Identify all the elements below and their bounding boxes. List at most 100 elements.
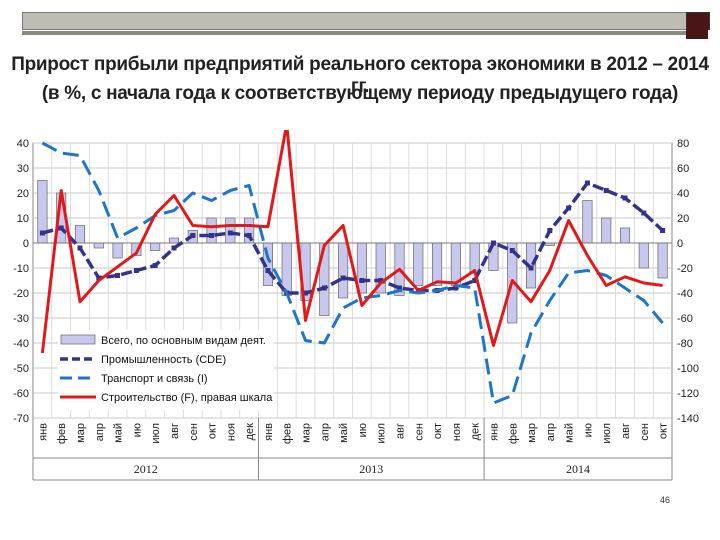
y-tick-left: 40 bbox=[17, 138, 29, 150]
y-tick-left: -40 bbox=[13, 338, 29, 350]
x-tick-label: авг bbox=[620, 423, 632, 439]
year-label: 2014 bbox=[566, 462, 590, 476]
series-marker bbox=[321, 285, 327, 291]
series-marker bbox=[622, 195, 628, 201]
bar bbox=[432, 242, 443, 286]
y-tick-left: -20 bbox=[13, 288, 29, 300]
bar bbox=[338, 242, 349, 299]
legend-label: Промышленность (CDE) bbox=[101, 354, 226, 366]
series-marker bbox=[490, 240, 496, 246]
year-label: 2012 bbox=[134, 462, 158, 476]
series-marker bbox=[584, 180, 590, 186]
chart-subtitle: (в %, с начала года к соответствующему п… bbox=[41, 83, 679, 104]
series-marker bbox=[190, 233, 196, 238]
x-tick-label: мар bbox=[301, 423, 313, 443]
y-tick-right: 40 bbox=[677, 188, 689, 200]
x-tick-label: фев bbox=[282, 423, 294, 444]
bar bbox=[206, 217, 217, 244]
profit-growth-chart: 40 30 20 10 0 -10 -20 -30 -40 -50 -60 -70 80 60 40 20 0 -… bbox=[13, 130, 699, 481]
series-marker bbox=[133, 268, 139, 273]
y-tick-right: 80 bbox=[677, 138, 689, 150]
x-tick-label: авг bbox=[169, 423, 181, 439]
y-tick-left: -70 bbox=[13, 413, 29, 425]
bar bbox=[93, 242, 104, 249]
bar bbox=[657, 242, 668, 279]
x-tick-label: мар bbox=[526, 423, 538, 443]
y-tick-right: -80 bbox=[677, 338, 693, 350]
series-marker bbox=[115, 273, 121, 278]
series-marker bbox=[209, 233, 215, 238]
y-tick-right: 0 bbox=[677, 238, 683, 250]
x-tick-label: сен bbox=[639, 423, 651, 441]
x-tick-label: май bbox=[338, 423, 350, 443]
series-marker bbox=[396, 285, 402, 291]
series-marker bbox=[39, 230, 45, 236]
series-marker bbox=[171, 245, 177, 251]
y-tick-right: -120 bbox=[677, 388, 699, 400]
series-marker bbox=[528, 265, 534, 271]
series-marker bbox=[58, 225, 64, 231]
x-tick-label: окт bbox=[432, 423, 444, 439]
series-marker bbox=[227, 230, 233, 236]
header-rule bbox=[22, 31, 708, 35]
y-tick-left: 30 bbox=[17, 163, 29, 175]
legend-label: Транспорт и связь (I) bbox=[101, 373, 208, 385]
x-tick-label: дек bbox=[470, 423, 482, 441]
chart-title: Прирост прибыли предприятий реального се… bbox=[11, 54, 709, 97]
series-marker bbox=[265, 268, 271, 273]
y-tick-left: -10 bbox=[13, 263, 29, 275]
series-marker bbox=[77, 245, 83, 251]
x-tick-label: янв bbox=[263, 423, 275, 441]
series-marker bbox=[547, 228, 553, 233]
y-tick-right: -100 bbox=[677, 363, 699, 375]
series-line bbox=[41, 181, 664, 295]
series-marker bbox=[359, 278, 365, 283]
y-tick-left: 0 bbox=[23, 238, 29, 250]
series-marker bbox=[340, 275, 346, 281]
y-tick-left: 10 bbox=[17, 213, 29, 225]
y-tick-left: -30 bbox=[13, 313, 29, 325]
slide-number: 46 bbox=[660, 495, 671, 505]
header-bar bbox=[22, 12, 688, 30]
legend-label: Строительство (F), правая шкала bbox=[101, 392, 273, 404]
x-tick-label: фев bbox=[56, 423, 68, 444]
y-tick-right: -20 bbox=[677, 263, 693, 275]
bar bbox=[168, 237, 180, 244]
series-marker bbox=[641, 210, 647, 216]
series-line bbox=[41, 141, 664, 405]
legend-swatch bbox=[60, 334, 96, 345]
bar bbox=[112, 242, 123, 259]
x-tick-label: сен bbox=[413, 423, 425, 441]
y-tick-left: -60 bbox=[13, 388, 29, 400]
series-marker bbox=[660, 228, 666, 233]
bar bbox=[601, 217, 612, 244]
bar bbox=[582, 200, 593, 244]
x-tick-label: янв bbox=[37, 423, 49, 441]
x-tick-label: мар bbox=[75, 423, 87, 443]
x-tick-label: ию bbox=[357, 423, 369, 437]
series-marker bbox=[509, 248, 515, 253]
x-tick-label: авг bbox=[394, 423, 406, 439]
series-marker bbox=[152, 263, 158, 268]
header-bar-accent bbox=[686, 12, 710, 30]
x-tick-label: дек bbox=[244, 423, 256, 441]
bar bbox=[469, 242, 480, 274]
x-tick-label: июл bbox=[601, 423, 613, 444]
x-tick-label: ию bbox=[582, 423, 594, 437]
x-tick-label: ноя bbox=[451, 423, 463, 441]
year-label: 2013 bbox=[359, 462, 383, 476]
x-tick-label: ноя bbox=[225, 423, 237, 441]
x-tick-label: июл bbox=[150, 423, 162, 444]
bar bbox=[619, 227, 631, 244]
x-tick-label: июл bbox=[376, 423, 388, 444]
legend-label: Всего, по основным видам деят. bbox=[101, 335, 266, 347]
series-marker bbox=[246, 233, 252, 238]
series-marker bbox=[378, 278, 384, 283]
x-tick-label: апр bbox=[545, 423, 557, 441]
x-tick-label: май bbox=[113, 423, 125, 443]
series-line bbox=[40, 130, 663, 354]
y-tick-right: -140 bbox=[677, 413, 699, 425]
x-tick-label: окт bbox=[658, 423, 670, 439]
series-marker bbox=[603, 188, 609, 193]
series-marker bbox=[96, 275, 102, 281]
